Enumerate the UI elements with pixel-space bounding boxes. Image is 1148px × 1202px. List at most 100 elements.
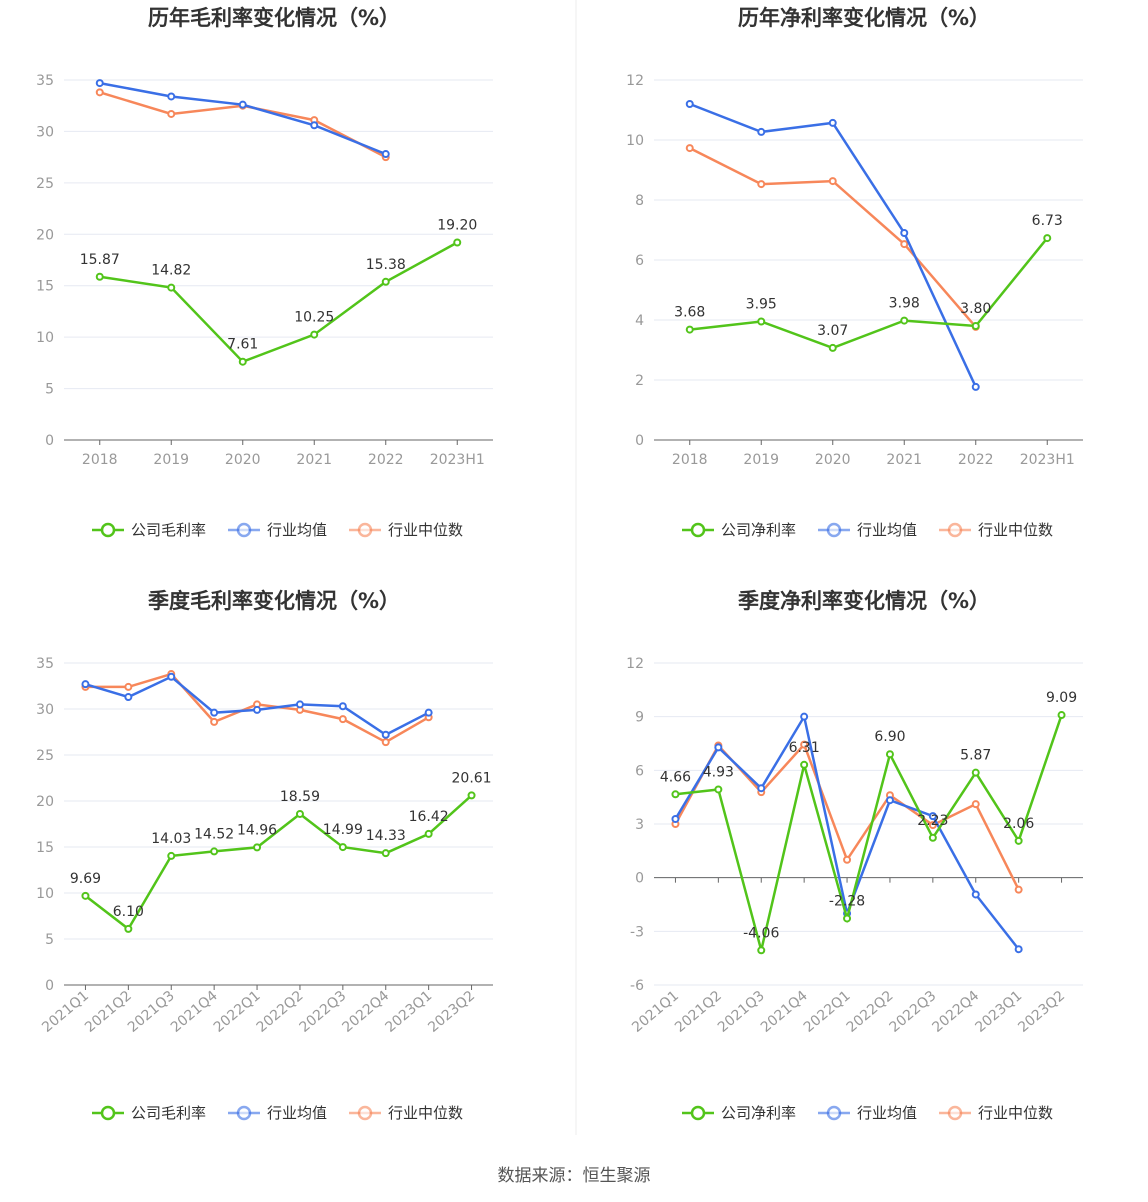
data-point-median[interactable] xyxy=(381,738,390,747)
data-point-avg[interactable] xyxy=(1014,945,1023,954)
data-point-company[interactable] xyxy=(381,277,390,286)
data-point-avg[interactable] xyxy=(381,730,390,739)
data-point-company[interactable] xyxy=(95,272,104,281)
data-point-avg[interactable] xyxy=(900,229,909,237)
data-point-median[interactable] xyxy=(843,855,852,864)
data-point-median[interactable] xyxy=(167,109,176,118)
data-point-avg[interactable] xyxy=(95,79,104,88)
data-label: 9.09 xyxy=(1046,690,1077,706)
data-label: -2.28 xyxy=(829,893,865,909)
data-point-company[interactable] xyxy=(453,238,462,247)
data-point-company[interactable] xyxy=(928,833,937,842)
data-point-company[interactable] xyxy=(800,760,809,769)
data-point-company[interactable] xyxy=(671,790,680,799)
data-point-company[interactable] xyxy=(253,843,262,852)
data-point-avg[interactable] xyxy=(928,812,937,821)
data-point-avg[interactable] xyxy=(167,92,176,101)
legend-item-median[interactable]: 行业中位数 xyxy=(349,521,463,539)
legend-item-avg[interactable]: 行业均值 xyxy=(228,1104,327,1122)
data-point-company[interactable] xyxy=(467,791,476,800)
data-point-company[interactable] xyxy=(971,768,980,777)
data-point-median[interactable] xyxy=(95,88,104,97)
data-point-company[interactable] xyxy=(757,317,766,326)
data-label: 14.33 xyxy=(366,828,406,844)
data-point-avg[interactable] xyxy=(310,121,319,130)
data-point-avg[interactable] xyxy=(671,814,680,823)
y-tick-label: 20 xyxy=(36,794,54,810)
legend-item-median[interactable]: 行业中位数 xyxy=(939,521,1053,539)
data-point-company[interactable] xyxy=(381,849,390,858)
data-point-avg[interactable] xyxy=(800,712,809,721)
legend-item-avg[interactable]: 行业均值 xyxy=(228,521,327,539)
data-point-company[interactable] xyxy=(81,891,90,900)
data-point-median[interactable] xyxy=(210,717,219,726)
data-point-avg[interactable] xyxy=(253,705,262,714)
data-point-avg[interactable] xyxy=(685,100,694,108)
legend-item-company[interactable]: 公司净利率 xyxy=(682,1104,796,1122)
data-point-company[interactable] xyxy=(295,809,304,818)
data-point-company[interactable] xyxy=(424,829,433,838)
y-tick-label: 15 xyxy=(36,279,54,295)
data-point-avg[interactable] xyxy=(124,693,133,702)
data-label: 3.07 xyxy=(817,323,848,339)
legend-item-median[interactable]: 行业中位数 xyxy=(349,1104,463,1122)
y-tick-label: 2 xyxy=(635,373,644,389)
data-point-avg[interactable] xyxy=(238,100,247,109)
data-point-median[interactable] xyxy=(757,180,766,189)
data-point-company[interactable] xyxy=(210,847,219,856)
data-point-avg[interactable] xyxy=(295,700,304,709)
data-point-median[interactable] xyxy=(685,144,694,153)
data-point-company[interactable] xyxy=(167,851,176,860)
data-point-company[interactable] xyxy=(338,843,347,852)
data-point-company[interactable] xyxy=(124,924,133,933)
data-point-avg[interactable] xyxy=(971,890,980,899)
y-tick-label: 12 xyxy=(626,656,644,672)
data-point-avg[interactable] xyxy=(338,702,347,711)
x-tick-label: 2023Q1 xyxy=(972,988,1025,1036)
chart-2: 历年净利率变化情况（%） 0 2 4 6 8 10 12 2018 2019 2020 2021 202… xyxy=(626,6,1083,539)
data-point-company[interactable] xyxy=(885,750,894,759)
data-point-company[interactable] xyxy=(843,914,852,923)
data-point-median[interactable] xyxy=(971,800,980,809)
legend: 公司毛利率 行业均值 行业中位数 xyxy=(92,521,463,539)
data-point-median[interactable] xyxy=(828,177,837,186)
data-label: 19.20 xyxy=(437,218,477,234)
legend-item-company[interactable]: 公司净利率 xyxy=(682,521,796,539)
data-point-avg[interactable] xyxy=(757,127,766,136)
data-point-company[interactable] xyxy=(1014,836,1023,845)
data-point-company[interactable] xyxy=(757,946,766,955)
data-point-avg[interactable] xyxy=(757,784,766,793)
data-point-avg[interactable] xyxy=(81,680,90,689)
data-point-avg[interactable] xyxy=(381,150,390,159)
data-point-median[interactable] xyxy=(338,715,347,724)
data-point-company[interactable] xyxy=(714,785,723,794)
data-point-avg[interactable] xyxy=(210,708,219,717)
legend-item-company[interactable]: 公司毛利率 xyxy=(92,521,206,539)
data-point-company[interactable] xyxy=(900,316,909,325)
data-point-median[interactable] xyxy=(900,240,909,249)
data-point-median[interactable] xyxy=(928,821,937,830)
data-point-avg[interactable] xyxy=(971,382,980,391)
legend-item-avg[interactable]: 行业均值 xyxy=(818,521,917,539)
data-point-company[interactable] xyxy=(310,330,319,339)
data-point-company[interactable] xyxy=(1043,234,1052,243)
data-point-avg[interactable] xyxy=(885,796,894,805)
legend-item-company[interactable]: 公司毛利率 xyxy=(92,1104,206,1122)
data-point-median[interactable] xyxy=(800,740,809,749)
data-point-company[interactable] xyxy=(971,322,980,330)
data-point-avg[interactable] xyxy=(167,672,176,681)
data-point-avg[interactable] xyxy=(714,743,723,752)
data-point-company[interactable] xyxy=(685,325,694,334)
data-point-company[interactable] xyxy=(167,283,176,292)
data-point-company[interactable] xyxy=(238,357,247,366)
legend-item-avg[interactable]: 行业均值 xyxy=(818,1104,917,1122)
data-point-company[interactable] xyxy=(828,343,837,352)
data-label: 4.66 xyxy=(660,769,691,785)
data-point-avg[interactable] xyxy=(828,118,837,127)
legend-item-median[interactable]: 行业中位数 xyxy=(939,1104,1053,1122)
data-point-company[interactable] xyxy=(1057,711,1066,720)
data-point-avg[interactable] xyxy=(424,708,433,717)
data-point-median[interactable] xyxy=(124,682,133,691)
data-point-median[interactable] xyxy=(1014,885,1023,894)
